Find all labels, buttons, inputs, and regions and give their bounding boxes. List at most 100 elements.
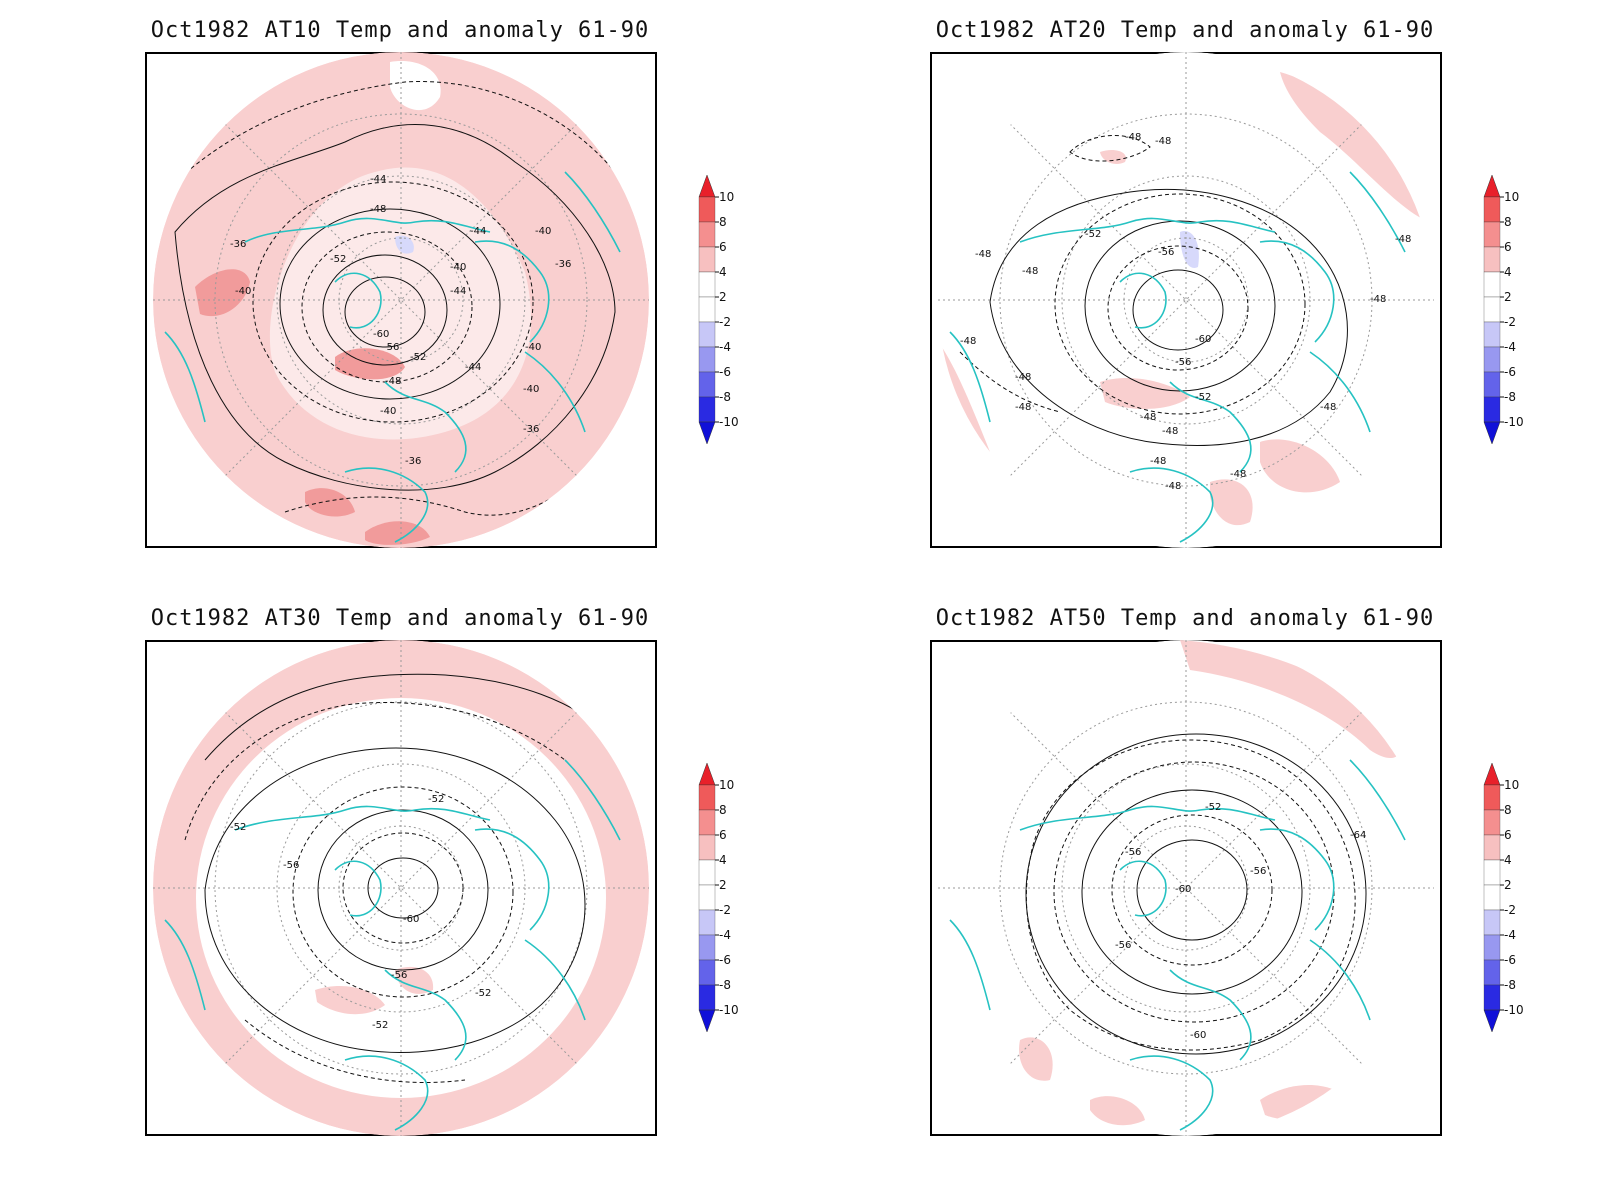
contour-label: -40: [235, 286, 251, 297]
anomaly-warm-area: [315, 985, 385, 1015]
colorbar-label: 6: [719, 240, 727, 254]
contour-label: -60: [1190, 1030, 1206, 1041]
colorbar-label: -10: [1504, 415, 1524, 429]
colorbar-label: -10: [1504, 1003, 1524, 1017]
contour-label: -48: [1165, 481, 1181, 492]
colorbar-swatch: [698, 246, 716, 273]
temperature-contours: [184, 673, 616, 1083]
contour-label: -48: [1320, 402, 1336, 413]
colorbar-label: 10: [719, 190, 734, 204]
contour-label: -48: [1155, 136, 1171, 147]
colorbar-label: 4: [719, 853, 727, 867]
contour-label: -36: [405, 456, 421, 467]
colorbar: 10 8 6 4 2 -2 -4 -6 -8 -10: [1482, 760, 1572, 1060]
colorbar-swatch: [698, 884, 716, 911]
colorbar-label: 2: [719, 878, 727, 892]
contour-label: -48: [1022, 266, 1038, 277]
contour-label: -48: [1162, 426, 1178, 437]
colorbar-swatch: [1483, 396, 1501, 423]
contour-labels: -36 -40 -44 -48 -52 -60 -56 -52 -48 -44 …: [230, 174, 571, 467]
colorbar-label: 10: [1504, 190, 1519, 204]
colorbar-label: 4: [1504, 265, 1512, 279]
colorbar-label: -6: [719, 953, 731, 967]
anomaly-warm-area: [1100, 377, 1190, 409]
colorbar-swatch: [698, 196, 716, 223]
anomaly-neutral-area: [196, 698, 606, 1098]
colorbar-label: 6: [1504, 240, 1512, 254]
panel-title: Oct1982 AT50 Temp and anomaly 61-90: [935, 606, 1435, 631]
contour-label: -60: [1195, 334, 1211, 345]
contour-label: -52: [230, 822, 246, 833]
contour-label: -52: [475, 988, 491, 999]
colorbar-arrow-top: [698, 762, 716, 786]
colorbar-label: 8: [1504, 803, 1512, 817]
colorbar-swatch: [1483, 296, 1501, 323]
contour-labels: -52 -52 -56 -60 -56 -52 -52: [230, 794, 491, 1031]
map-panel-at20: Oct1982 AT20 Temp and anomaly 61-90: [785, 0, 1585, 600]
colorbar-label: 4: [1504, 853, 1512, 867]
coastlines: [164, 759, 621, 1131]
contour-label: -56: [1158, 247, 1174, 258]
colorbar-arrow-top: [1483, 174, 1501, 198]
colorbar-label: -8: [719, 978, 731, 992]
colorbar-swatch: [1483, 834, 1501, 861]
coastlines: [949, 759, 1406, 1131]
contour-label: -56: [1175, 357, 1191, 368]
temperature-contours: [164, 81, 616, 516]
colorbar-label: -6: [1504, 365, 1516, 379]
colorbar-swatch: [1483, 784, 1501, 811]
colorbar-label: -4: [1504, 340, 1516, 354]
colorbar-label: 8: [719, 215, 727, 229]
contour-label: -48: [975, 249, 991, 260]
contour-label: -48: [1125, 132, 1141, 143]
contour-label: -56: [1115, 940, 1131, 951]
colorbar-label: -4: [1504, 928, 1516, 942]
colorbar: 10 8 6 4 2 -2 -4 -6 -8 -10: [697, 760, 787, 1060]
colorbar-swatch: [698, 271, 716, 298]
polar-map: -52 -56 -60 -56 -56 -64 -60: [930, 640, 1442, 1136]
contour-label: -56: [1250, 866, 1266, 877]
colorbar-swatch: [698, 859, 716, 886]
contour-label: -44: [470, 226, 486, 237]
colorbar-swatch: [698, 809, 716, 836]
colorbar-label: 8: [719, 803, 727, 817]
contour-label: -48: [1015, 372, 1031, 383]
colorbar-label: -8: [1504, 978, 1516, 992]
anomaly-cool-area: [1180, 231, 1199, 268]
contour-label: -64: [1350, 830, 1366, 841]
contour-label: -48: [1370, 294, 1386, 305]
colorbar-swatch: [698, 321, 716, 348]
colorbar-arrow-bottom: [1483, 1009, 1501, 1033]
contour-label: -36: [230, 239, 246, 250]
colorbar-swatch: [1483, 371, 1501, 398]
anomaly-warm-area: [1260, 439, 1340, 493]
colorbar-swatch: [698, 909, 716, 936]
anomaly-warm-area: [1210, 479, 1253, 526]
contour-label: -40: [525, 342, 541, 353]
colorbar-swatch: [1483, 271, 1501, 298]
contour-label: -36: [555, 259, 571, 270]
colorbar-label: 8: [1504, 215, 1512, 229]
colorbar-label: 2: [719, 290, 727, 304]
colorbar-label: 6: [719, 828, 727, 842]
colorbar-swatch: [698, 296, 716, 323]
anomaly-warm-area: [305, 488, 355, 517]
contour-label: -56: [391, 970, 407, 981]
contour-label: -52: [372, 1020, 388, 1031]
contour-label: -52: [330, 254, 346, 265]
colorbar-swatch: [1483, 221, 1501, 248]
colorbar-arrow-top: [1483, 762, 1501, 786]
colorbar-swatch: [1483, 959, 1501, 986]
map-panel-at50: Oct1982 AT50 Temp and anomaly 61-90: [785, 588, 1585, 1188]
contour-label: -56: [1125, 847, 1141, 858]
contour-label: -52: [428, 794, 444, 805]
colorbar-label: -10: [719, 1003, 739, 1017]
colorbar-label: -2: [1504, 903, 1516, 917]
contour-label: -52: [1195, 392, 1211, 403]
anomaly-cool-area: [395, 235, 414, 254]
contour-label: -52: [410, 352, 426, 363]
contour-label: -44: [450, 286, 466, 297]
colorbar-swatch: [1483, 196, 1501, 223]
colorbar-label: -4: [719, 340, 731, 354]
colorbar-label: -10: [719, 415, 739, 429]
